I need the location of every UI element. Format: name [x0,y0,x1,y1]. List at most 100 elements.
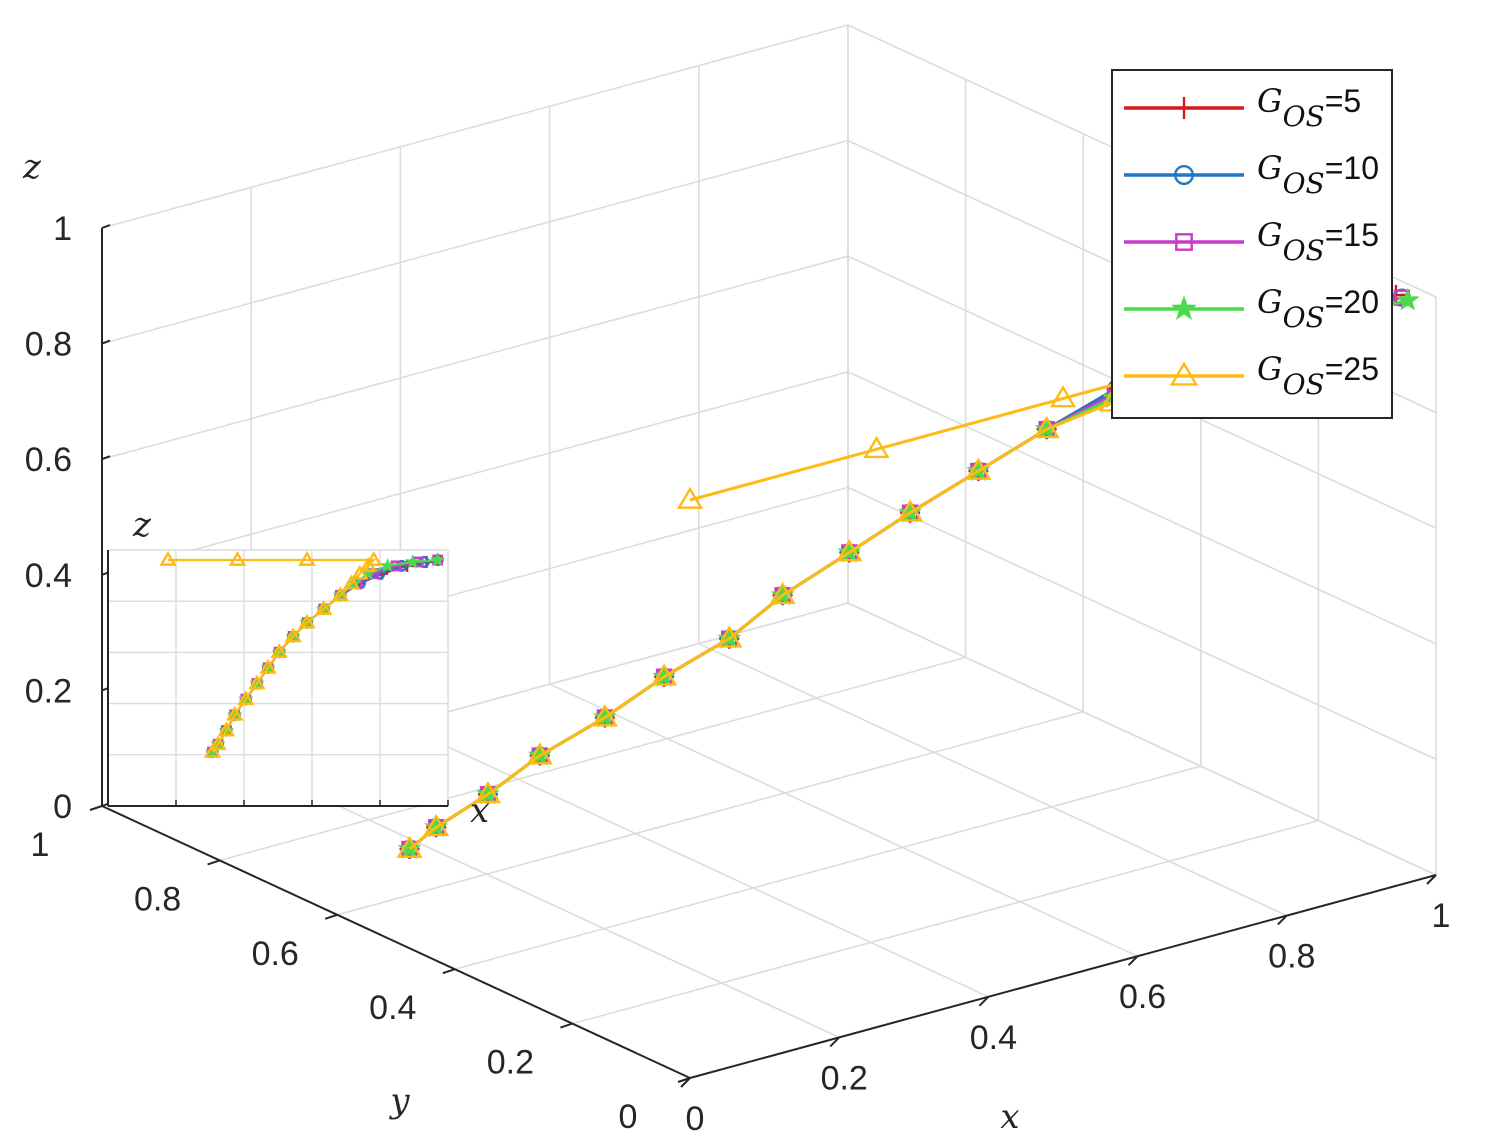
x-tick [1277,914,1288,926]
data-point-triangle [676,486,704,509]
data-point-triangle [203,743,222,758]
data-point-triangle [591,704,618,727]
inset-plot: xz [107,505,489,831]
grid-line [847,371,1437,645]
y-tick-label: 0.2 [487,1044,534,1082]
x-tick [978,996,990,1007]
data-point-triangle [217,721,236,737]
legend-entry-5: GOS=25 [1124,350,1379,401]
legend-entry-4: GOS=20 [1124,283,1379,334]
y-tick-label: 0.8 [134,880,181,918]
axes-layer: 00.20.40.60.8100.20.40.60.8100.20.40.60.… [22,147,1450,1138]
grid-line [101,24,849,229]
data-point-triangle [1049,385,1077,408]
y-tick-label: 0 [619,1098,638,1136]
legend: GOS=5 GOS=10 GOS=15 GOS=20 GOS=25 [1111,69,1393,419]
data-point-triangle [351,564,369,580]
data-point-star [429,551,446,567]
z-tick-label: 1 [53,210,72,248]
legend-label: GOS=5 [1257,82,1361,133]
z-tick [101,339,111,345]
inset-series-5 [159,551,383,758]
z-tick-label: 0 [53,788,72,826]
y-tick [89,805,103,811]
data-point-triangle [396,835,423,858]
data-point-circle [1173,164,1194,185]
data-point-triangle [331,586,350,602]
legend-label: GOS=10 [1257,149,1379,200]
z-tick-label: 0.8 [25,326,72,364]
data-point-triangle [836,539,863,562]
x-tick-label: 0.4 [970,1019,1017,1057]
z-tick [101,224,111,229]
data-point-triangle [365,551,383,566]
x-axis-label: x [1000,1097,1019,1137]
data-point-plus [1173,97,1195,119]
y-tick [560,1022,573,1029]
y-tick [442,968,456,975]
x-tick-label: 0 [686,1100,705,1138]
data-point-star [404,553,421,569]
x-tick [1127,955,1139,966]
data-point-triangle [237,690,255,705]
legend-label: GOS=15 [1257,216,1379,267]
data-point-star [1395,287,1420,311]
x-tick-label: 0.2 [821,1059,868,1097]
data-point-triangle [228,551,247,566]
data-point-triangle [965,457,992,480]
data-point-triangle [1169,361,1199,386]
grid-line [101,139,849,345]
y-axis-label: y [388,1081,410,1121]
z-tick-label: 0.4 [25,557,72,595]
inset-z-label: z [132,505,152,545]
y-tick [324,913,338,920]
legend-label: GOS=25 [1257,350,1379,401]
data-point-triangle [342,574,361,590]
y-tick-label: 0.6 [252,935,299,973]
data-point-triangle [716,625,743,648]
legend-entry-3: GOS=15 [1124,216,1379,267]
grid-line [250,764,840,1039]
data-point-star [379,557,396,573]
data-point-triangle [298,613,316,629]
legend-entry-1: GOS=5 [1124,82,1361,133]
data-point-triangle [897,499,924,522]
data-point-star [1171,295,1197,321]
y-axis-line [101,805,691,1079]
x-tick-label: 0.6 [1119,978,1166,1016]
data-point-triangle [159,551,177,566]
data-point-triangle [769,581,796,605]
data-point-triangle [226,705,244,721]
data-point-triangle [248,674,266,690]
data-point-square [1175,233,1193,251]
z-tick [101,455,111,461]
grid-line [101,371,849,576]
grid-line [101,255,849,460]
data-point-triangle [423,813,450,837]
grid-line [336,711,1084,916]
grid-line [400,724,989,998]
grid-line [698,642,1288,917]
grid-line [219,656,966,862]
grid-line [549,683,1138,957]
data-point-triangle [863,435,890,459]
y-tick-label: 1 [31,826,50,864]
grid-line [572,819,1319,1025]
grid-line [847,486,1437,761]
z-tick-label: 0.6 [25,441,72,479]
x-tick-label: 1 [1432,897,1451,935]
legend-entry-2: GOS=10 [1124,149,1379,200]
grid-line [847,602,1437,876]
data-point-triangle [651,663,678,686]
legend-box [1111,69,1393,419]
y-tick-label: 0.4 [369,989,416,1027]
y-tick [677,1077,691,1083]
z-axis-label: z [22,147,42,187]
x-tick [1426,874,1437,885]
x-tick-label: 0.8 [1268,938,1315,976]
z-tick-label: 0.2 [25,672,72,710]
inset-background [108,550,448,806]
data-point-triangle [1033,415,1060,439]
y-tick [207,859,220,866]
